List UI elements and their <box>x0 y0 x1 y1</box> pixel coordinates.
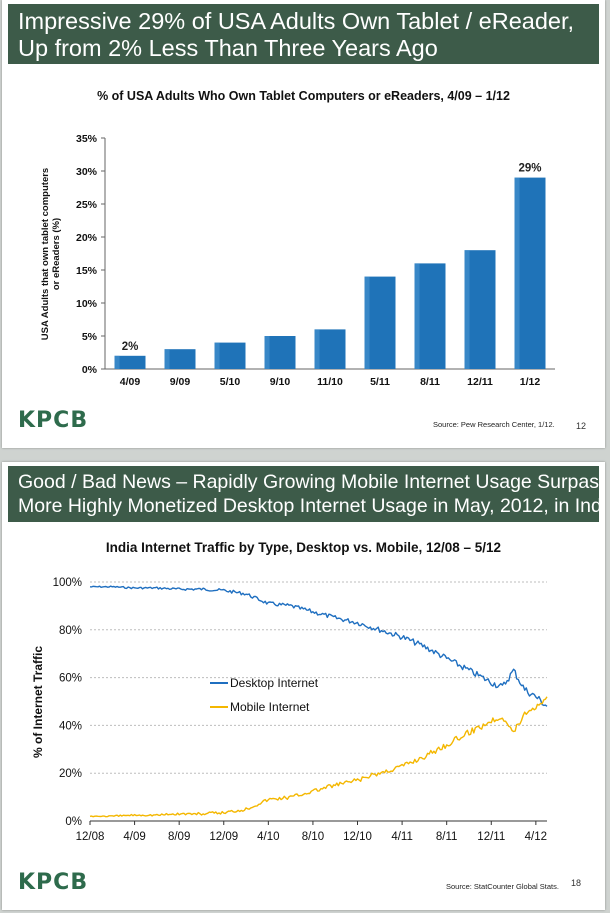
desktop-internet-line <box>89 585 548 707</box>
y-axis-label: or eReaders (%) <box>51 218 62 290</box>
bar <box>414 263 446 369</box>
banner-line-2: More Highly Monetized Desktop Internet U… <box>18 495 605 517</box>
bar-highlight <box>364 276 370 369</box>
y-tick-label: 10% <box>76 298 98 310</box>
y-tick-label: 15% <box>76 265 98 277</box>
x-tick-label: 5/10 <box>220 376 241 388</box>
y-tick-label: 20% <box>59 768 82 780</box>
y-tick-label: 5% <box>82 331 98 343</box>
x-tick-label: 12/08 <box>76 831 105 843</box>
x-tick-label: 12/10 <box>343 831 372 843</box>
kpcb-logo: KPCB <box>18 408 89 433</box>
tablet-ownership-bar-chart: 0% 5% 10% 15% 20% 25% 30% 35% USA Adults that ow… <box>40 133 555 388</box>
page-number: 12 <box>576 421 587 431</box>
y-tick-label: 0% <box>82 364 98 376</box>
x-tick-label: 12/11 <box>477 831 505 843</box>
x-tick-label: 4/09 <box>123 831 145 843</box>
bar-highlight <box>314 329 320 369</box>
x-tick-label: 8/11 <box>420 376 440 388</box>
x-tick-label: 8/10 <box>302 831 324 843</box>
slide-india-traffic: Good / Bad News – Rapidly Growing Mobile… <box>2 462 605 910</box>
source-note: Source: Pew Research Center, 1/12. <box>433 420 555 429</box>
x-tick-label: 9/09 <box>170 376 191 388</box>
x-tick-label: 9/10 <box>270 376 291 388</box>
bar <box>114 355 146 369</box>
x-tick-label: 4/11 <box>391 831 413 843</box>
slide-tablet-ownership: Impressive 29% of USA Adults Own Tablet … <box>2 0 605 448</box>
x-tick-label: 11/10 <box>317 376 343 388</box>
y-tick-label: 0% <box>65 816 82 828</box>
bar-highlight <box>114 355 120 369</box>
line-chart-title: India Internet Traffic by Type, Desktop … <box>105 540 502 555</box>
bar <box>264 336 296 369</box>
y-axis-label: USA Adults that own tablet computers <box>40 168 51 340</box>
y-tick-label: 20% <box>76 232 98 244</box>
y-tick-label: 60% <box>59 673 82 685</box>
y-tick-label: 40% <box>59 720 82 732</box>
x-tick-label: 8/11 <box>436 831 458 843</box>
mobile-internet-line <box>89 696 548 818</box>
y-axis-label: % of Internet Traffic <box>31 646 45 758</box>
bar <box>214 342 246 369</box>
bar-highlight <box>464 250 470 369</box>
y-tick-label: 35% <box>76 133 98 145</box>
bar <box>164 349 196 369</box>
bar <box>514 177 546 369</box>
bar-highlight <box>514 177 520 369</box>
data-label: 29% <box>518 163 541 175</box>
slide-banner: Impressive 29% of USA Adults Own Tablet … <box>8 4 599 64</box>
x-tick-label: 4/12 <box>525 831 547 843</box>
banner-line-2: Up from 2% Less Than Three Years Ago <box>18 35 438 61</box>
legend-label: Mobile Internet <box>230 700 310 714</box>
y-tick-label: 25% <box>76 199 98 211</box>
bar-highlight <box>164 349 170 369</box>
bar <box>314 329 346 369</box>
bar <box>364 276 396 369</box>
y-tick-label: 30% <box>76 166 98 178</box>
page-number: 18 <box>571 878 582 888</box>
x-tick-label: 12/09 <box>209 831 238 843</box>
india-traffic-line-chart: 0% 20% 40% 60% 80% 100% 12/08 4/09 8/09 12/09 4/10… <box>31 577 548 843</box>
x-tick-label: 4/10 <box>257 831 279 843</box>
x-tick-label: 8/09 <box>168 831 190 843</box>
x-tick-label: 4/09 <box>120 376 141 388</box>
x-tick-label: 12/11 <box>467 376 493 388</box>
source-note: Source: StatCounter Global Stats. <box>446 882 559 891</box>
legend-label: Desktop Internet <box>230 676 319 690</box>
kpcb-logo: KPCB <box>18 870 89 895</box>
bar <box>464 250 496 369</box>
x-tick-label: 5/11 <box>370 376 390 388</box>
data-label: 2% <box>122 341 139 353</box>
x-tick-label: 1/12 <box>520 376 541 388</box>
y-tick-label: 100% <box>53 577 82 589</box>
banner-line-1: Good / Bad News – Rapidly Growing Mobile… <box>18 471 605 493</box>
bar-highlight <box>264 336 270 369</box>
bar-highlight <box>414 263 420 369</box>
bar-highlight <box>214 342 220 369</box>
slide-banner: Good / Bad News – Rapidly Growing Mobile… <box>8 466 605 522</box>
bar-chart-title: % of USA Adults Who Own Tablet Computers… <box>97 89 510 103</box>
y-tick-label: 80% <box>59 625 82 637</box>
banner-line-1: Impressive 29% of USA Adults Own Tablet … <box>18 8 575 34</box>
